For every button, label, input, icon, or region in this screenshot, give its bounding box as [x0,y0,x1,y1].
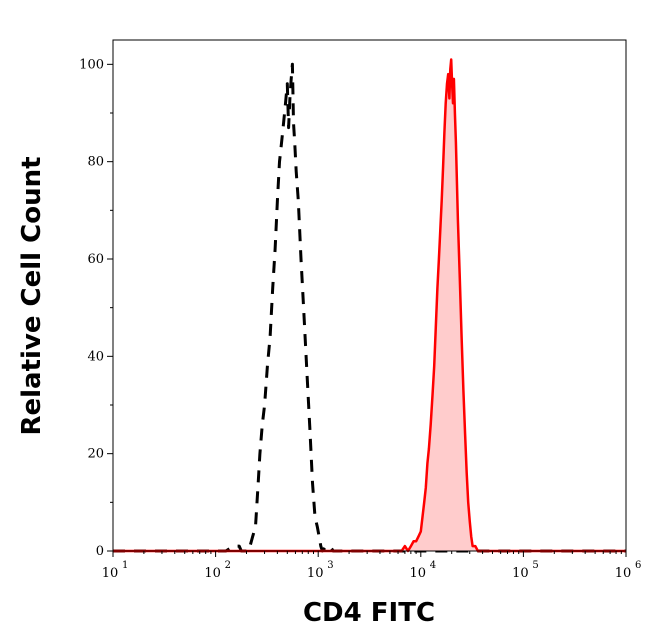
y-tick-label-20: 20 [87,447,104,462]
x-tick-exponent-1: 1 [122,560,128,571]
x-tick-exponent-2: 2 [225,560,231,571]
x-tick-exponent-3: 3 [327,560,333,571]
y-tick-label-80: 80 [87,155,104,170]
x-tick-exponent-5: 5 [532,560,538,571]
x-tick-label-6: 10 [615,566,632,581]
series-layer [113,58,626,553]
plot-frame [112,39,627,552]
x-tick-label-5: 10 [512,566,529,581]
y-tick-label-0: 0 [96,544,104,559]
series-1-line [113,58,626,553]
x-tick-exponent-4: 4 [430,560,436,571]
series-0-line [113,62,626,553]
x-tick-label-1: 10 [102,566,119,581]
x-tick-label-2: 10 [204,566,221,581]
y-tick-label-100: 100 [79,57,104,72]
x-tick-label-4: 10 [410,566,427,581]
y-tick-label-60: 60 [87,252,104,267]
series-1-area [113,59,626,551]
x-axis-title: CD4 FITC [303,598,435,628]
y-axis-title: Relative Cell Count [17,156,47,435]
y-tick-label-40: 40 [87,349,104,364]
x-tick-exponent-6: 6 [635,560,641,571]
x-tick-label-3: 10 [307,566,324,581]
